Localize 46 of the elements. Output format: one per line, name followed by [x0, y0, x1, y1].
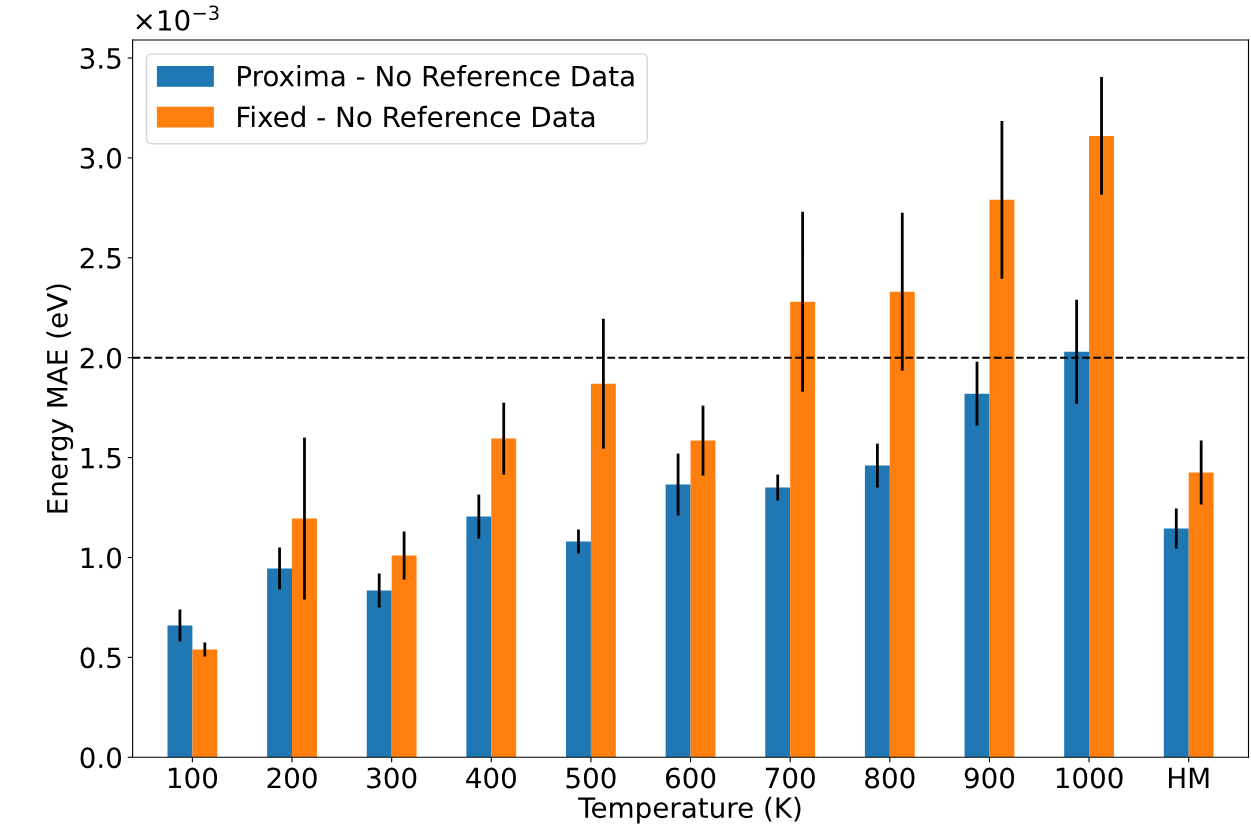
bar [790, 301, 816, 758]
y-tick-label: 0.0 [80, 747, 122, 769]
x-tick-label: 900 [964, 767, 1015, 789]
bar [690, 440, 716, 758]
bar [989, 199, 1015, 758]
legend-label: Proxima - No Reference Data [238, 65, 634, 87]
bar [566, 541, 591, 758]
x-tick-label: 300 [367, 767, 417, 789]
x-tick-label: 100 [168, 767, 218, 789]
bar [466, 516, 492, 758]
x-tick-label: 1000 [1056, 767, 1123, 789]
x-tick-label: 600 [665, 767, 716, 789]
bar [889, 291, 915, 758]
bar [366, 590, 392, 758]
x-axis-title: Temperature (K) [578, 796, 801, 824]
bar [267, 568, 293, 758]
bar [1188, 472, 1214, 758]
x-tick-label: 500 [566, 767, 616, 789]
text: ×10$^{−3}$ [136, 5, 219, 31]
y-tick-label: 1.5 [81, 447, 121, 469]
y-tick-label: 2.5 [80, 247, 121, 269]
y-tick-label: 1.0 [81, 547, 122, 569]
x-tick-label: 400 [466, 767, 516, 789]
y-axis-title: Energy MAE (eV) [46, 284, 74, 513]
y-tick-label: 3.5 [80, 47, 121, 69]
bar [1163, 528, 1189, 758]
legend-label: Fixed - No Reference Data [238, 105, 595, 128]
x-tick-label: HM [1169, 767, 1209, 789]
bar [964, 393, 990, 758]
bar [192, 649, 218, 758]
bar [167, 625, 193, 758]
y-tick-label: 0.5 [80, 647, 121, 669]
bar [1064, 351, 1090, 758]
bar [292, 518, 317, 758]
bar [665, 484, 691, 758]
x-tick-label: 700 [765, 767, 815, 789]
x-tick-label: 200 [267, 767, 317, 789]
y-tick-label: 3.0 [80, 147, 122, 169]
bar [1089, 135, 1114, 758]
bar [765, 487, 791, 758]
bar [590, 383, 616, 758]
y-tick-label: 2.0 [80, 347, 122, 369]
bar [391, 555, 417, 758]
x-tick-label: 800 [865, 767, 915, 789]
bar [864, 465, 890, 758]
bar [491, 438, 517, 758]
